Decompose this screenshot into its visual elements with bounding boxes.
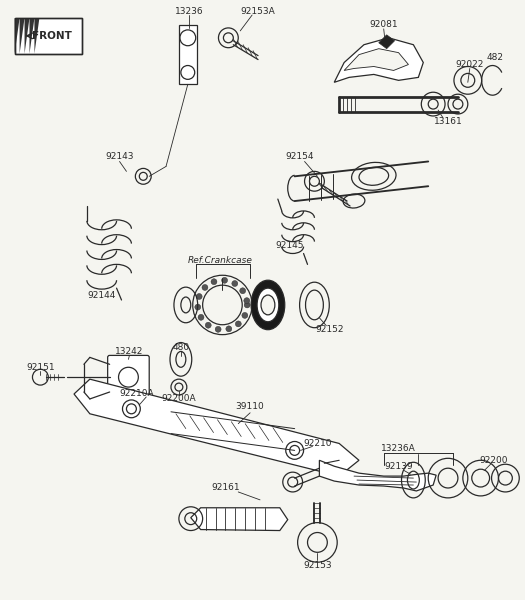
Circle shape bbox=[198, 314, 204, 320]
Ellipse shape bbox=[257, 288, 279, 322]
Circle shape bbox=[240, 288, 246, 294]
Text: 13242: 13242 bbox=[115, 347, 144, 356]
Circle shape bbox=[202, 284, 208, 290]
Circle shape bbox=[226, 326, 232, 332]
Circle shape bbox=[235, 321, 242, 327]
Ellipse shape bbox=[251, 280, 285, 329]
Text: 92210: 92210 bbox=[303, 439, 332, 448]
Polygon shape bbox=[29, 18, 35, 53]
Text: 13236A: 13236A bbox=[381, 444, 416, 453]
Polygon shape bbox=[35, 18, 39, 53]
Text: 39110: 39110 bbox=[236, 403, 265, 412]
Text: 92161: 92161 bbox=[211, 484, 240, 493]
Polygon shape bbox=[319, 460, 436, 491]
Circle shape bbox=[244, 298, 250, 304]
Polygon shape bbox=[379, 35, 395, 49]
Circle shape bbox=[222, 277, 227, 283]
Circle shape bbox=[232, 281, 238, 286]
Text: 92144: 92144 bbox=[88, 290, 116, 299]
Bar bbox=[15, 18, 82, 53]
Polygon shape bbox=[19, 18, 25, 53]
FancyBboxPatch shape bbox=[108, 355, 149, 399]
Text: 92200: 92200 bbox=[479, 456, 508, 465]
Circle shape bbox=[215, 326, 221, 332]
Text: 92153A: 92153A bbox=[240, 7, 276, 16]
Text: FRONT: FRONT bbox=[33, 31, 72, 41]
Text: 482: 482 bbox=[487, 53, 504, 62]
Circle shape bbox=[242, 313, 248, 319]
Ellipse shape bbox=[261, 295, 275, 315]
Polygon shape bbox=[74, 379, 359, 476]
Circle shape bbox=[205, 322, 211, 328]
Polygon shape bbox=[15, 18, 19, 53]
Polygon shape bbox=[179, 25, 197, 85]
Text: 92200A: 92200A bbox=[162, 394, 196, 403]
Bar bbox=[15, 18, 82, 53]
Text: 92145: 92145 bbox=[276, 241, 304, 250]
Text: 480: 480 bbox=[172, 343, 190, 352]
Text: Ref.Crankcase: Ref.Crankcase bbox=[188, 256, 253, 265]
Text: 92210A: 92210A bbox=[119, 389, 154, 398]
Circle shape bbox=[244, 302, 250, 308]
Text: 92139: 92139 bbox=[384, 462, 413, 471]
Polygon shape bbox=[191, 508, 288, 530]
Text: 92153: 92153 bbox=[303, 560, 332, 569]
Text: 92081: 92081 bbox=[370, 20, 398, 29]
Circle shape bbox=[196, 293, 202, 299]
Text: 92022: 92022 bbox=[456, 60, 484, 69]
Polygon shape bbox=[334, 38, 423, 82]
Text: 92154: 92154 bbox=[286, 152, 314, 161]
Text: 92143: 92143 bbox=[106, 152, 134, 161]
Circle shape bbox=[211, 279, 217, 284]
Text: 92151: 92151 bbox=[26, 363, 55, 372]
Polygon shape bbox=[25, 18, 29, 53]
Text: 13236: 13236 bbox=[174, 7, 203, 16]
Circle shape bbox=[195, 304, 201, 310]
Text: 92152: 92152 bbox=[315, 325, 343, 334]
Text: 13161: 13161 bbox=[434, 118, 463, 127]
Polygon shape bbox=[344, 49, 408, 70]
